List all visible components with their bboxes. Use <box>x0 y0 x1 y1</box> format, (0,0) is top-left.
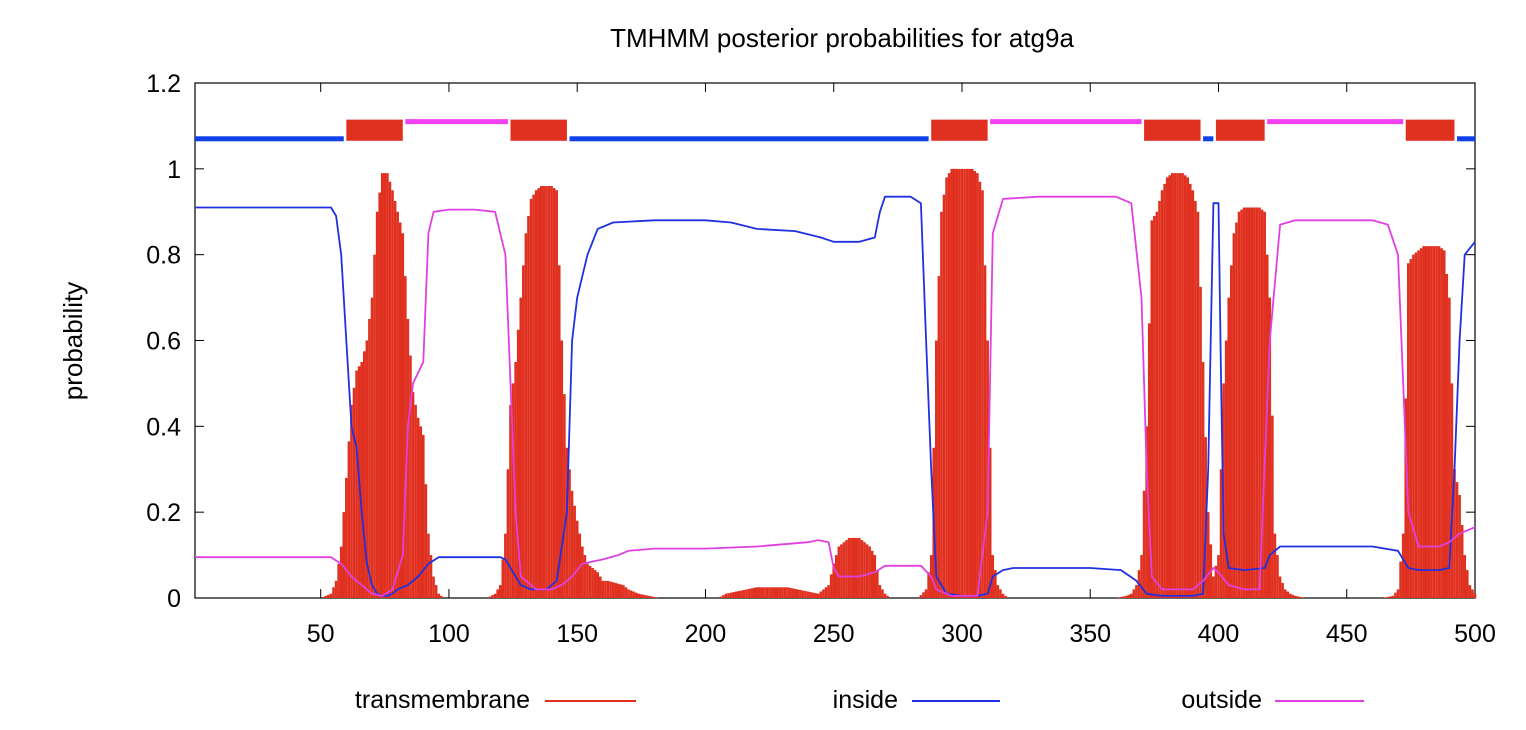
x-tick-label: 100 <box>428 620 470 648</box>
x-tick-label: 150 <box>556 620 598 648</box>
x-tick-label: 450 <box>1326 620 1368 648</box>
x-tick-label: 350 <box>1069 620 1111 648</box>
topology-transmembrane-segment <box>510 119 567 141</box>
legend-label-transmembrane: transmembrane <box>355 686 530 714</box>
y-axis-label: probability <box>58 282 88 401</box>
topology-inside-segment <box>1457 136 1475 142</box>
legend-label-outside: outside <box>1181 686 1262 714</box>
topology-inside-segment <box>569 136 929 142</box>
x-tick-label: 200 <box>685 620 727 648</box>
outside-line <box>195 195 1476 597</box>
topology-inside-segment <box>1203 136 1214 142</box>
topology-outside-segment <box>1267 119 1404 125</box>
topology-outside-segment <box>405 119 508 125</box>
y-tick-label: 0.8 <box>146 242 181 270</box>
topology-transmembrane-segment <box>931 119 988 141</box>
y-tick-label: 0.6 <box>146 328 181 356</box>
x-tick-label: 300 <box>941 620 983 648</box>
y-tick-label: 0.4 <box>146 413 181 441</box>
legend: transmembrane inside outside <box>355 686 1364 714</box>
topology-transmembrane-segment <box>1215 119 1265 141</box>
legend-item-inside: inside <box>833 686 1000 714</box>
x-tick-label: 250 <box>813 620 855 648</box>
plot-area: 0 0.2 0.4 0.6 0.8 1 1.2 50 100 150 200 250 300 350 400… <box>146 70 1496 648</box>
topology-transmembrane-segment <box>1405 119 1455 141</box>
y-tick-label: 1.2 <box>146 70 181 98</box>
x-tick-label: 50 <box>307 620 335 648</box>
x-tick-label: 400 <box>1198 620 1240 648</box>
legend-item-transmembrane: transmembrane <box>355 686 636 714</box>
legend-item-outside: outside <box>1181 686 1364 714</box>
chart-title: TMHMM posterior probabilities for atg9a <box>610 23 1074 53</box>
topology-transmembrane-segment <box>346 119 403 141</box>
y-tick-label: 0 <box>167 585 181 613</box>
topology-inside-segment <box>195 136 344 142</box>
inside-line <box>195 195 1476 597</box>
x-tick-label: 500 <box>1454 620 1496 648</box>
legend-label-inside: inside <box>833 686 898 714</box>
topology-transmembrane-segment <box>1144 119 1201 141</box>
topology-outside-segment <box>990 119 1142 125</box>
y-tick-label: 0.2 <box>146 499 181 527</box>
y-tick-label: 1 <box>167 156 181 184</box>
